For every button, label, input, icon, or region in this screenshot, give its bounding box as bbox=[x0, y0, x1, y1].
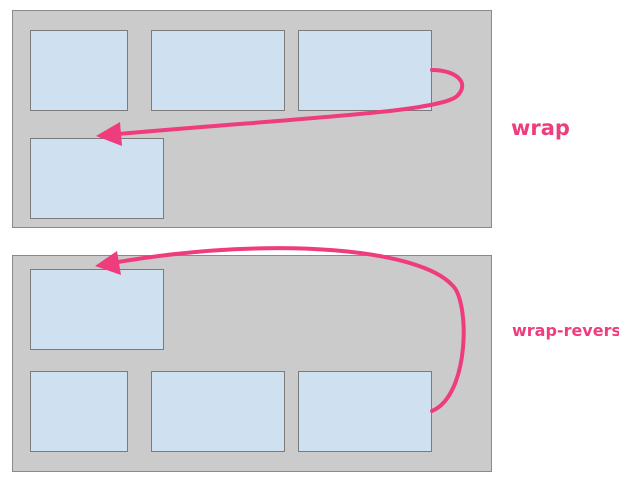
wrap-reverse-item-1 bbox=[30, 371, 128, 452]
wrap-label: wrap bbox=[511, 116, 570, 140]
wrap-reverse-item-4 bbox=[30, 269, 164, 350]
wrap-reverse-item-3 bbox=[298, 371, 432, 452]
wrap-item-3 bbox=[298, 30, 432, 111]
wrap-reverse-label: wrap-reverse bbox=[512, 321, 619, 340]
wrap-item-2 bbox=[151, 30, 285, 111]
wrap-reverse-item-2 bbox=[151, 371, 285, 452]
wrap-item-4 bbox=[30, 138, 164, 219]
wrap-item-1 bbox=[30, 30, 128, 111]
